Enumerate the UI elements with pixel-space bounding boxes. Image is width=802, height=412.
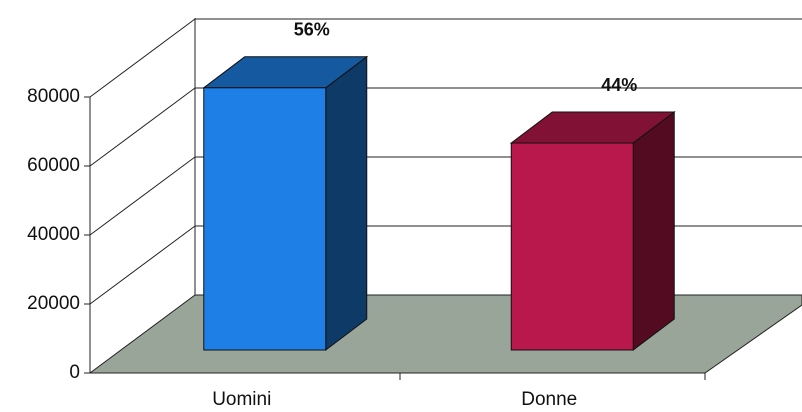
y-tick-label: 80000 [27,86,80,107]
bar-side [325,55,368,352]
grid-line [89,156,196,236]
grid-line [89,18,196,98]
floor [88,294,802,374]
y-tick-label: 40000 [27,224,80,245]
y-tick-label: 60000 [27,155,80,176]
x-tick-label: Uomini [212,389,271,410]
bar [510,142,634,351]
data-label: 56% [294,20,330,40]
bar-side [632,110,675,352]
bar [203,87,327,351]
grid-line [89,87,196,167]
x-tick-label: Donne [521,389,577,410]
y-tick-label: 20000 [27,293,80,314]
data-label: 44% [601,75,637,95]
y-tick-label: 0 [69,362,80,383]
grid-line [89,225,196,305]
